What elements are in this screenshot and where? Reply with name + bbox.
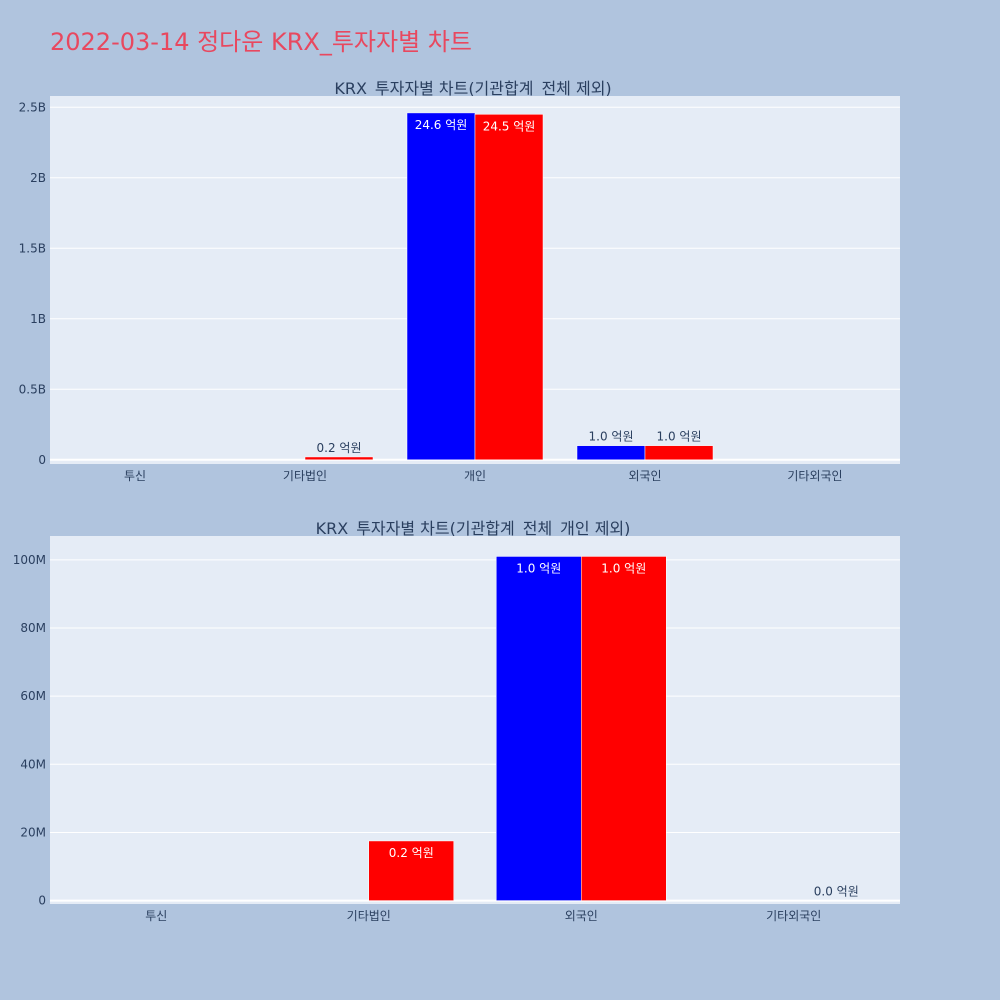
bar	[474, 114, 544, 461]
x-tick-label: 외국인	[628, 469, 661, 483]
bar-data-label: 1.0 억원	[657, 430, 702, 444]
plot-background	[50, 536, 900, 904]
bar-data-label: 1.0 억원	[516, 561, 561, 575]
chart-top: KRX_투자자별 차트(기관합계_전체 제외) 0 0.5B 1B 1.5B 2B 2.5B…	[19, 79, 900, 483]
bar-data-label: 0.0 억원	[814, 885, 859, 899]
chart-bottom: KRX_투자자별 차트(기관합계_전체_개인 제외) 0 20M 40M 60M 80M 1…	[13, 519, 900, 923]
bar-data-label: 24.5 억원	[483, 119, 536, 133]
chart-title: KRX_투자자별 차트(기관합계_전체_개인 제외)	[316, 519, 631, 539]
chart-title: KRX_투자자별 차트(기관합계_전체 제외)	[334, 79, 611, 99]
bar-data-label: 1.0 억원	[601, 561, 646, 575]
y-tick-label: 40M	[20, 757, 46, 771]
bar-data-label: 0.2 억원	[389, 846, 434, 860]
bar	[368, 840, 454, 901]
y-tick-label: 60M	[20, 689, 46, 703]
y-tick-label: 80M	[20, 621, 46, 635]
y-tick-label: 0	[38, 453, 46, 467]
bar	[496, 556, 582, 901]
bar	[644, 445, 714, 461]
x-tick-label: 외국인	[565, 909, 598, 923]
y-tick-label: 1.5B	[19, 241, 46, 255]
y-tick-label: 2.5B	[19, 100, 46, 114]
x-tick-label: 개인	[464, 469, 486, 483]
x-tick-label: 투신	[145, 909, 167, 923]
x-tick-label: 기타법인	[347, 909, 391, 923]
y-tick-label: 0	[38, 894, 46, 908]
x-tick-label: 투신	[124, 469, 146, 483]
y-tick-label: 20M	[20, 825, 46, 839]
bar	[304, 456, 374, 461]
x-tick-label: 기타법인	[283, 469, 327, 483]
bar-data-label: 1.0 억원	[589, 430, 634, 444]
y-tick-label: 1B	[30, 312, 46, 326]
page-title: 2022-03-14 정다운 KRX_투자자별 차트	[50, 28, 472, 56]
y-tick-label: 100M	[13, 553, 46, 567]
x-tick-label: 기타외국인	[766, 909, 821, 923]
y-tick-label: 0.5B	[19, 382, 46, 396]
x-tick-label: 기타외국인	[787, 469, 842, 483]
bar	[581, 556, 667, 901]
bar-data-label: 0.2 억원	[317, 441, 362, 455]
bar	[576, 445, 646, 461]
bar	[406, 112, 476, 461]
y-tick-label: 2B	[30, 171, 46, 185]
bar-data-label: 24.6 억원	[415, 118, 468, 132]
